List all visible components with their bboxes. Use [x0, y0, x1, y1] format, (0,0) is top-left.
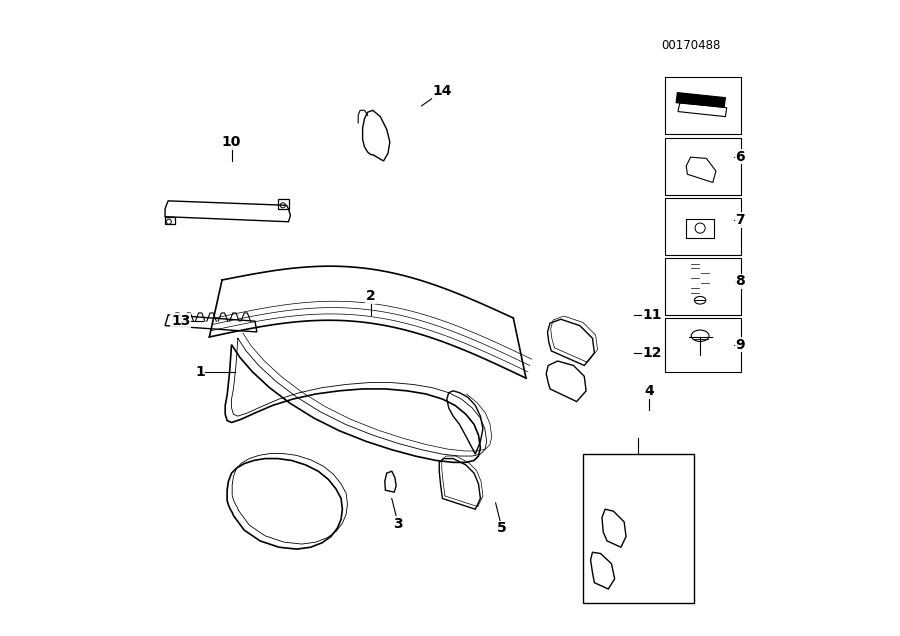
- Bar: [665, 198, 742, 254]
- Text: 8: 8: [735, 274, 745, 288]
- Bar: [686, 219, 714, 238]
- Text: 10: 10: [222, 135, 241, 149]
- Text: 12: 12: [643, 346, 662, 360]
- Text: 5: 5: [497, 522, 507, 536]
- Bar: [583, 454, 694, 603]
- Text: 2: 2: [366, 289, 375, 303]
- Text: 00170488: 00170488: [661, 39, 720, 52]
- Bar: [665, 78, 742, 134]
- Text: 1: 1: [195, 365, 205, 379]
- Text: 4: 4: [644, 384, 654, 398]
- Bar: [665, 258, 742, 315]
- Text: 3: 3: [393, 517, 403, 531]
- Bar: [665, 318, 742, 372]
- Text: 14: 14: [433, 85, 452, 99]
- Text: 7: 7: [735, 213, 745, 227]
- Text: 11: 11: [643, 308, 662, 322]
- Text: 13: 13: [171, 314, 191, 328]
- Text: 9: 9: [735, 338, 745, 352]
- Polygon shape: [676, 93, 725, 107]
- Bar: [665, 137, 742, 195]
- Text: 6: 6: [735, 149, 745, 163]
